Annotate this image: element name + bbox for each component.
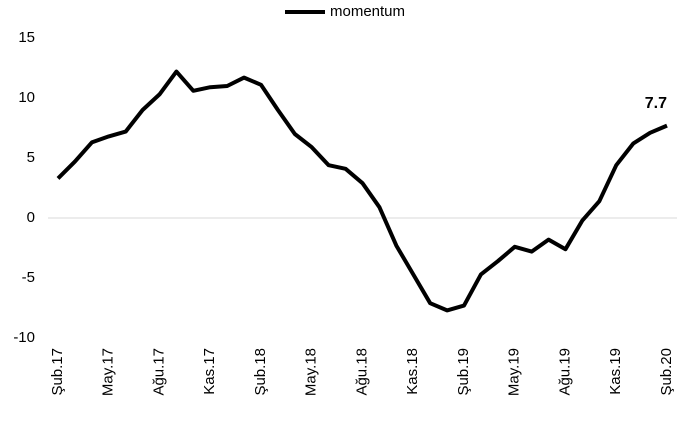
x-tick-label: Kas.18	[404, 348, 421, 395]
data-label: 7.7	[645, 95, 667, 112]
x-tick-label: May.18	[303, 348, 320, 396]
x-tick-label: Kas.17	[201, 348, 218, 395]
x-tick-label: Şub.20	[658, 348, 675, 396]
x-tick-label: Şub.17	[49, 348, 66, 396]
y-tick-label: 0	[27, 209, 35, 226]
y-tick-label: 5	[27, 149, 35, 166]
line	[56, 69, 668, 313]
x-tick-label: Şub.19	[455, 348, 472, 396]
y-tick-label: 15	[18, 29, 35, 46]
y-tick-label: 10	[18, 89, 35, 106]
legend-label: momentum	[330, 3, 405, 20]
x-tick-label: May.17	[100, 348, 117, 396]
x-tick-label: Ağu.19	[556, 348, 573, 396]
x-tick-label: Şub.18	[252, 348, 269, 396]
x-tick-label: Ağu.18	[353, 348, 370, 396]
x-tick-label: Ağu.17	[150, 348, 167, 396]
x-tick-label: May.19	[506, 348, 523, 396]
y-tick-label: -10	[13, 329, 35, 346]
x-tick-label: Kas.19	[607, 348, 624, 395]
y-tick-label: -5	[22, 269, 35, 286]
